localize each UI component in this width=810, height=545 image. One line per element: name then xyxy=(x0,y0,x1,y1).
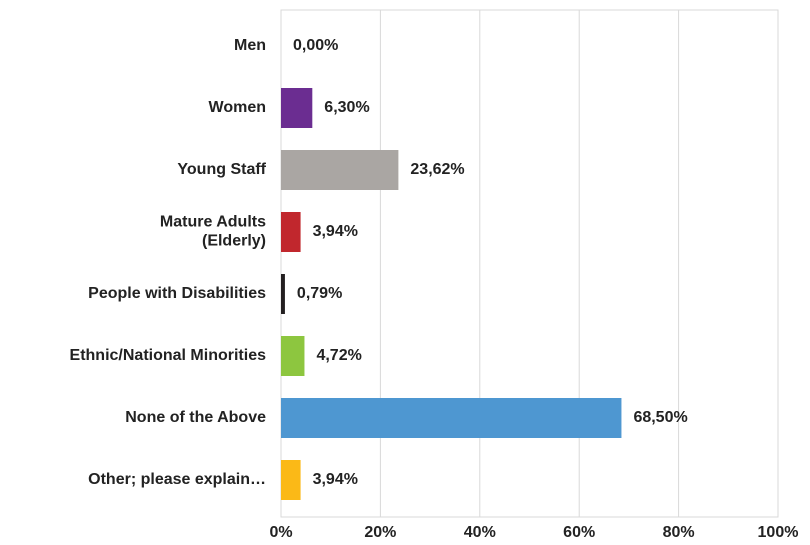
y-tick-label: None of the Above xyxy=(125,409,266,426)
value-label: 23,62% xyxy=(410,161,464,178)
y-tick-label: Ethnic/National Minorities xyxy=(70,347,267,364)
y-tick-label: People with Disabilities xyxy=(88,285,266,302)
value-label: 0,00% xyxy=(293,37,338,54)
x-tick-label: 40% xyxy=(464,524,496,541)
x-tick-label: 100% xyxy=(758,524,799,541)
y-tick-label: Women xyxy=(209,99,266,116)
bar xyxy=(281,212,301,252)
x-tick-label: 20% xyxy=(364,524,396,541)
bar xyxy=(281,460,301,500)
y-tick-label: Mature Adults (Elderly) xyxy=(160,214,266,250)
y-tick-label: Other; please explain… xyxy=(88,471,266,488)
value-label: 6,30% xyxy=(324,99,369,116)
value-label: 4,72% xyxy=(316,347,361,364)
bar xyxy=(281,398,622,438)
value-label: 68,50% xyxy=(633,409,687,426)
bar xyxy=(281,88,313,128)
bar xyxy=(281,336,305,376)
value-label: 3,94% xyxy=(313,471,358,488)
x-tick-label: 80% xyxy=(663,524,695,541)
y-tick-label: Young Staff xyxy=(177,161,266,178)
bar xyxy=(281,274,285,314)
plot-area xyxy=(280,9,779,518)
value-label: 0,79% xyxy=(297,285,342,302)
y-tick-label: Men xyxy=(234,37,266,54)
bar xyxy=(281,150,399,190)
x-tick-label: 60% xyxy=(563,524,595,541)
value-label: 3,94% xyxy=(313,223,358,240)
x-tick-label: 0% xyxy=(269,524,292,541)
